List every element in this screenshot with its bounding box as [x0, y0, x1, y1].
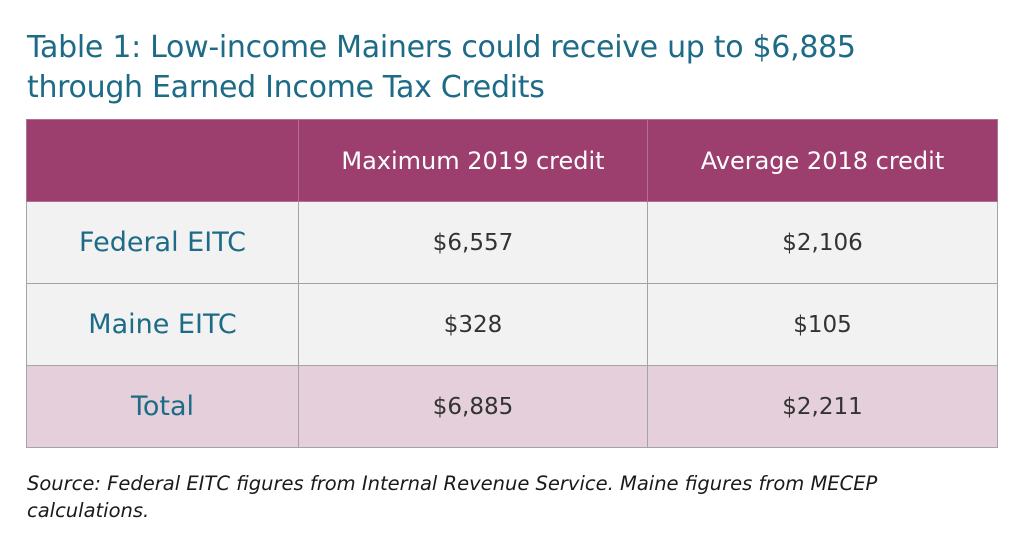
table-title: Table 1: Low-income Mainers could receiv…	[27, 28, 1007, 108]
table-body: Federal EITC $6,557 $2,106 Maine EITC $3…	[26, 201, 998, 448]
header-average-2018-credit: Average 2018 credit	[647, 119, 998, 202]
source-note-line-1: Source: Federal EITC figures from Intern…	[27, 472, 878, 495]
table-row-maine-eitc: Maine EITC $328 $105	[26, 283, 998, 366]
table-row-total: Total $6,885 $2,211	[26, 365, 998, 448]
table-title-line-1: Table 1: Low-income Mainers could receiv…	[27, 30, 856, 65]
total-average-2018: $2,211	[647, 365, 998, 448]
header-corner-cell	[26, 119, 299, 202]
source-note: Source: Federal EITC figures from Intern…	[27, 470, 987, 524]
row-label-federal-eitc: Federal EITC	[26, 201, 299, 284]
table-title-line-2: through Earned Income Tax Credits	[27, 70, 545, 105]
federal-eitc-maximum-2019: $6,557	[298, 201, 648, 284]
table-header: Maximum 2019 credit Average 2018 credit	[26, 119, 998, 202]
total-maximum-2019: $6,885	[298, 365, 648, 448]
maine-eitc-average-2018: $105	[647, 283, 998, 366]
federal-eitc-average-2018: $2,106	[647, 201, 998, 284]
header-row: Maximum 2019 credit Average 2018 credit	[26, 119, 998, 202]
eitc-table: Maximum 2019 credit Average 2018 credit …	[26, 119, 998, 448]
row-label-maine-eitc: Maine EITC	[26, 283, 299, 366]
header-maximum-2019-credit: Maximum 2019 credit	[298, 119, 648, 202]
table-row-federal-eitc: Federal EITC $6,557 $2,106	[26, 201, 998, 284]
maine-eitc-maximum-2019: $328	[298, 283, 648, 366]
source-note-line-2: calculations.	[27, 499, 150, 522]
row-label-total: Total	[26, 365, 299, 448]
